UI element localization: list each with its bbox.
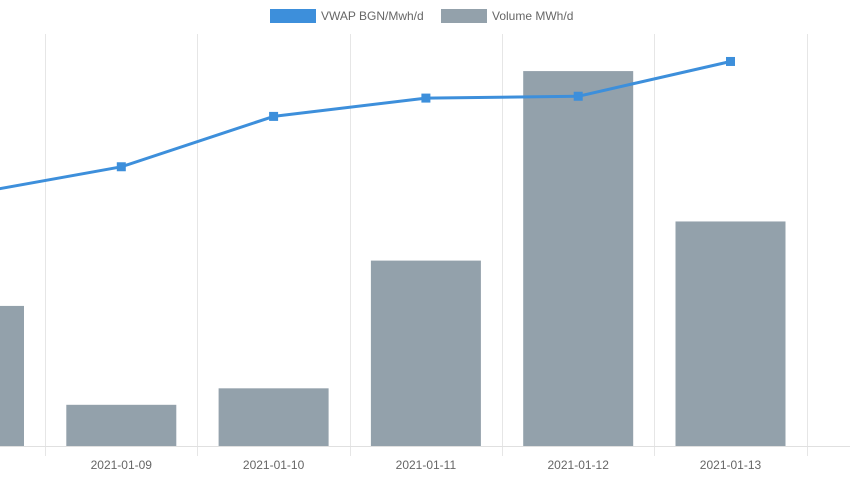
grid — [0, 34, 850, 456]
x-tick-label: 2021-01-11 — [396, 458, 457, 472]
volume-bar-2021-01-10[interactable] — [218, 388, 329, 446]
vwap-point-2021-01-09[interactable] — [116, 162, 126, 172]
volume-bar-2021-01-11[interactable] — [370, 260, 481, 446]
legend-swatch-volume[interactable] — [441, 9, 487, 23]
legend-label-volume[interactable]: Volume MWh/d — [492, 9, 573, 23]
vwap-point-2021-01-10[interactable] — [269, 111, 279, 121]
legend[interactable]: VWAP BGN/Mwh/d Volume MWh/d — [270, 9, 573, 23]
vwap-line-series — [0, 56, 735, 191]
volume-bars — [0, 71, 786, 446]
legend-swatch-vwap[interactable] — [270, 9, 316, 23]
volume-bar-2021-01-09[interactable] — [66, 404, 177, 446]
x-tick-label: 2021-01-12 — [548, 458, 610, 472]
x-tick-label: 2021-01-13 — [700, 458, 762, 472]
vwap-point-2021-01-11[interactable] — [421, 93, 431, 103]
vwap-point-2021-01-12[interactable] — [573, 91, 583, 101]
vwap-point-2021-01-13[interactable] — [726, 56, 735, 66]
volume-bar-2021-01-12[interactable] — [523, 71, 634, 446]
volume-bar-2021-01-08[interactable] — [0, 305, 24, 446]
volume-bar-2021-01-13[interactable] — [675, 221, 786, 446]
legend-label-vwap[interactable]: VWAP BGN/Mwh/d — [321, 9, 424, 23]
x-tick-label: 2021-01-10 — [243, 458, 305, 472]
x-tick-label: 2021-01-09 — [91, 458, 153, 472]
x-axis: 2021-01-082021-01-092021-01-102021-01-11… — [0, 458, 762, 472]
vwap-line — [0, 60, 731, 191]
